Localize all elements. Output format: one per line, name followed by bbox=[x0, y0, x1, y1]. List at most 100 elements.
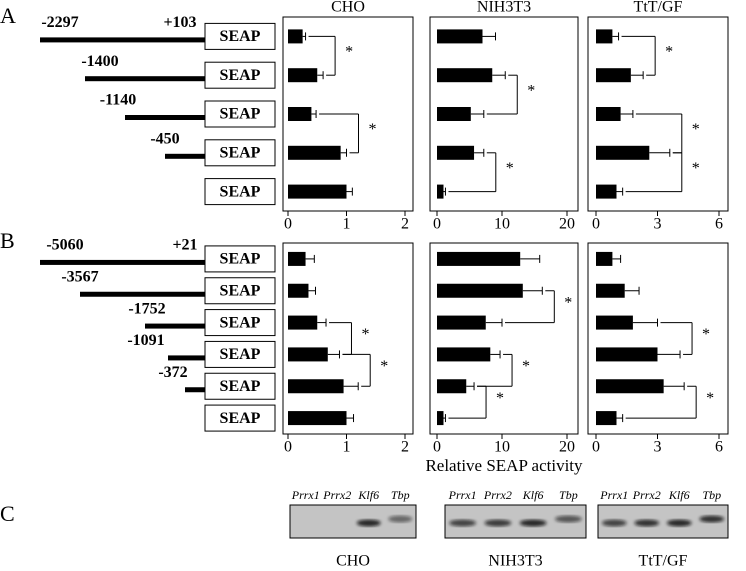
promoter-start: -3567 bbox=[61, 268, 98, 285]
lane-label: Prrx1 bbox=[599, 488, 628, 502]
promoter-line bbox=[145, 323, 205, 329]
reporter-label: SEAP bbox=[220, 378, 261, 395]
reporter-box bbox=[204, 372, 276, 400]
bar bbox=[596, 411, 617, 426]
x-tick-label: 3 bbox=[654, 439, 662, 456]
promoter-start: -1140 bbox=[100, 92, 136, 109]
reporter-box bbox=[204, 22, 276, 50]
gel-caption: CHO bbox=[336, 553, 370, 570]
bar bbox=[288, 184, 347, 199]
reporter-label: SEAP bbox=[220, 282, 261, 299]
reporter-box bbox=[204, 404, 276, 432]
significance-mark: * bbox=[522, 358, 530, 375]
chart-title: CHO bbox=[331, 0, 365, 16]
x-tick-label: 0 bbox=[433, 216, 441, 233]
panel-label: A bbox=[0, 3, 16, 28]
reporter-box bbox=[204, 61, 276, 89]
significance-mark: * bbox=[496, 390, 504, 407]
gel-band bbox=[601, 519, 627, 527]
lane-label: Klf6 bbox=[357, 488, 379, 502]
gel-band bbox=[484, 519, 512, 527]
promoter-line bbox=[85, 76, 205, 82]
significance-mark: * bbox=[527, 82, 535, 99]
gel-band bbox=[388, 515, 413, 523]
x-tick-label: 1 bbox=[343, 439, 351, 456]
x-axis-label: Relative SEAP activity bbox=[425, 456, 583, 475]
bar bbox=[288, 107, 312, 121]
gel-band bbox=[634, 519, 660, 527]
reporter-box bbox=[204, 309, 276, 337]
x-tick-label: 0 bbox=[592, 439, 600, 456]
promoter-start: -2297 bbox=[41, 14, 78, 31]
bar bbox=[437, 184, 444, 199]
lane-label: Prrx1 bbox=[448, 488, 477, 502]
promoter-start: -1752 bbox=[128, 300, 165, 317]
reporter-box bbox=[204, 139, 276, 167]
lane-label: Prrx1 bbox=[291, 488, 320, 502]
x-tick-label: 0 bbox=[284, 216, 292, 233]
x-tick-label: 10 bbox=[494, 216, 510, 233]
promoter-end: +103 bbox=[163, 14, 196, 31]
reporter-box bbox=[204, 178, 276, 206]
significance-mark: * bbox=[665, 43, 673, 60]
gel-caption: TtT/GF bbox=[639, 553, 688, 570]
x-tick-label: 20 bbox=[559, 439, 575, 456]
gel-band bbox=[519, 519, 547, 527]
x-tick-label: 6 bbox=[715, 439, 723, 456]
bar bbox=[437, 107, 471, 121]
x-tick-label: 3 bbox=[654, 216, 662, 233]
significance-mark: * bbox=[380, 358, 388, 375]
lane-label: Prrx2 bbox=[322, 488, 351, 502]
promoter-line bbox=[40, 37, 205, 43]
bar bbox=[596, 379, 664, 394]
gel-band bbox=[699, 515, 725, 523]
reporter-label: SEAP bbox=[220, 144, 261, 161]
x-tick-label: 6 bbox=[715, 216, 723, 233]
bar bbox=[288, 68, 318, 83]
x-tick-label: 2 bbox=[401, 216, 409, 233]
bar bbox=[288, 315, 318, 330]
promoter-start: -372 bbox=[158, 364, 187, 381]
reporter-box bbox=[204, 277, 276, 305]
promoter-line bbox=[80, 291, 205, 297]
gel-band bbox=[554, 515, 582, 523]
bar bbox=[288, 251, 306, 266]
significance-mark: * bbox=[506, 160, 514, 177]
plot-frame bbox=[429, 242, 579, 435]
reporter-box bbox=[204, 340, 276, 368]
x-tick-label: 0 bbox=[433, 439, 441, 456]
promoter-line bbox=[125, 115, 205, 120]
bar bbox=[437, 411, 444, 426]
x-tick-label: 0 bbox=[284, 439, 292, 456]
reporter-label: SEAP bbox=[220, 28, 261, 45]
gel-band bbox=[449, 519, 477, 527]
x-tick-label: 0 bbox=[592, 216, 600, 233]
bar bbox=[288, 411, 347, 426]
bar bbox=[596, 251, 613, 266]
significance-mark: * bbox=[702, 326, 710, 343]
bar bbox=[596, 283, 625, 298]
gel-caption: NIH3T3 bbox=[488, 553, 542, 570]
reporter-label: SEAP bbox=[220, 346, 261, 363]
bar bbox=[288, 145, 341, 160]
reporter-box bbox=[204, 245, 276, 273]
bar bbox=[437, 315, 486, 330]
chart-title: TtT/GF bbox=[634, 0, 683, 16]
reporter-label: SEAP bbox=[220, 183, 261, 200]
reporter-label: SEAP bbox=[220, 251, 261, 268]
significance-mark: * bbox=[692, 160, 700, 177]
bar bbox=[596, 68, 631, 83]
x-tick-label: 10 bbox=[494, 439, 510, 456]
promoter-line bbox=[168, 355, 205, 361]
promoter-end: +21 bbox=[172, 237, 197, 254]
bar bbox=[596, 145, 650, 160]
bar bbox=[288, 379, 344, 394]
significance-mark: * bbox=[692, 121, 700, 138]
significance-mark: * bbox=[345, 43, 353, 60]
reporter-label: SEAP bbox=[220, 314, 261, 331]
lane-label: Klf6 bbox=[522, 488, 544, 502]
lane-label: Prrx2 bbox=[483, 488, 512, 502]
bar bbox=[596, 107, 621, 121]
significance-mark: * bbox=[706, 390, 714, 407]
